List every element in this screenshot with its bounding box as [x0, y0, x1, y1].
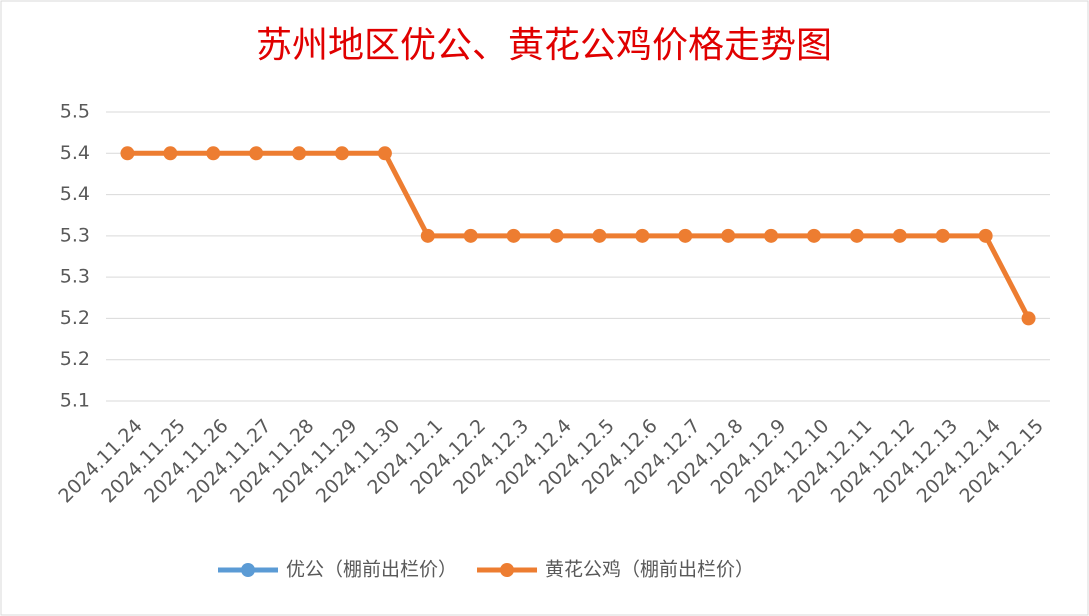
data-point — [678, 228, 693, 243]
data-point — [935, 228, 950, 243]
series-line — [127, 150, 1031, 320]
y-tick-label: 5.4 — [60, 142, 90, 164]
data-point — [892, 228, 907, 243]
data-point — [206, 146, 221, 161]
legend-marker — [241, 563, 255, 577]
data-point — [849, 228, 864, 243]
data-point — [420, 228, 435, 243]
data-point — [335, 146, 349, 161]
data-point — [463, 228, 478, 243]
legend-label: 优公（棚前出栏价） — [286, 559, 457, 581]
y-tick-label: 5.3 — [60, 266, 90, 288]
data-point — [249, 146, 264, 161]
data-point — [506, 228, 521, 243]
y-tick-label: 5.3 — [60, 224, 90, 246]
data-point — [592, 228, 607, 243]
data-point — [377, 146, 392, 161]
y-tick-label: 5.2 — [60, 348, 90, 370]
chart-title: 苏州地区优公、黄花公鸡价格走势图 — [256, 25, 832, 66]
data-point — [635, 228, 650, 243]
data-point — [163, 146, 178, 161]
data-point — [764, 228, 779, 243]
legend-label: 黄花公鸡（棚前出栏价） — [545, 559, 754, 581]
legend-marker — [500, 563, 515, 577]
data-point — [978, 228, 993, 243]
data-point — [549, 228, 564, 243]
y-tick-label: 5.2 — [60, 307, 90, 329]
y-tick-label: 5.1 — [60, 390, 90, 412]
data-point — [721, 228, 736, 243]
data-point — [292, 146, 307, 161]
data-point — [120, 146, 135, 161]
y-tick-label: 5.5 — [60, 101, 90, 123]
y-tick-label: 5.4 — [60, 183, 90, 205]
data-point — [1021, 311, 1036, 326]
data-point — [807, 228, 821, 243]
